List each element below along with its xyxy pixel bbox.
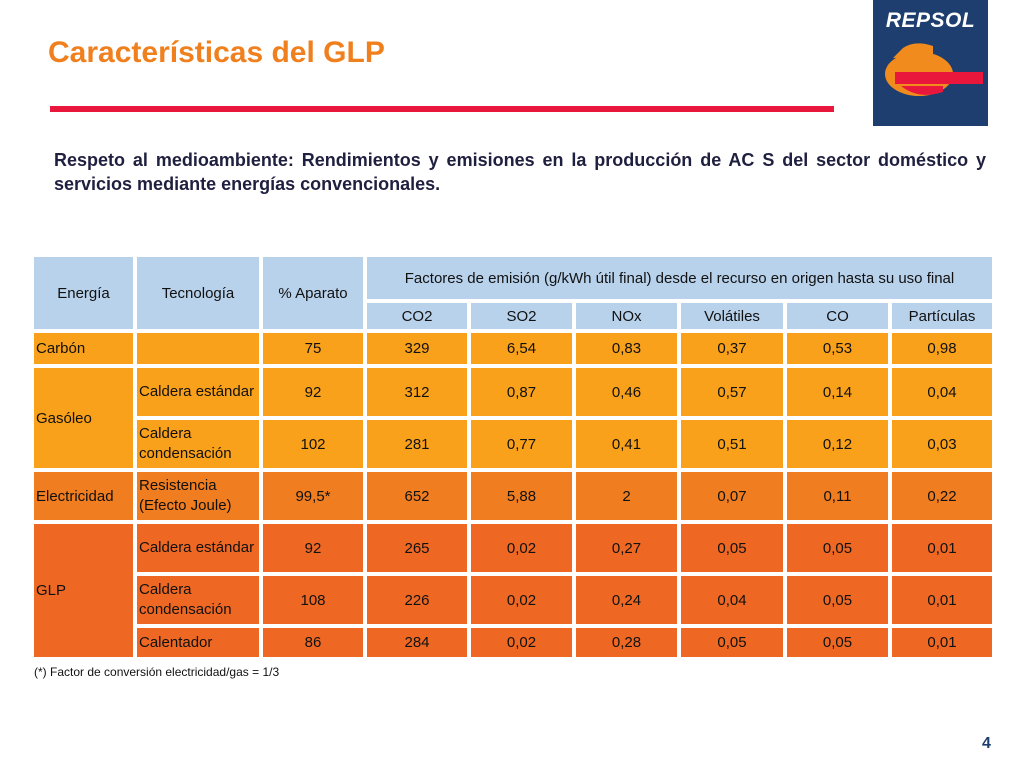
header-tecnologia: Tecnología	[137, 257, 259, 329]
technology-cell: Caldera estándar	[137, 368, 259, 416]
technology-cell: Caldera condensación	[137, 576, 259, 624]
slide-subtitle: Respeto al medioambiente: Rendimientos y…	[54, 150, 986, 194]
header-volatiles: Volátiles	[681, 303, 783, 329]
value-cell: 312	[367, 368, 467, 416]
value-cell: 0,05	[787, 524, 888, 572]
value-cell: 652	[367, 472, 467, 520]
value-cell: 0,05	[787, 628, 888, 657]
footnote: (*) Factor de conversión electricidad/ga…	[34, 665, 280, 679]
value-cell: 0,01	[892, 628, 992, 657]
value-cell: 0,51	[681, 420, 783, 468]
value-cell: 0,46	[576, 368, 677, 416]
table-row: Gasóleo Caldera estándar 92 312 0,87 0,4…	[34, 368, 992, 468]
slide-title: Características del GLP	[48, 36, 385, 69]
technology-cell	[137, 333, 259, 364]
value-cell: 2	[576, 472, 677, 520]
table-row: Carbón 75 329 6,54 0,83 0,37 0,53 0,98	[34, 333, 992, 364]
aparato-cell: 108	[263, 576, 363, 624]
value-cell: 329	[367, 333, 467, 364]
value-cell: 0,57	[681, 368, 783, 416]
header-co2: CO2	[367, 303, 467, 329]
page-number: 4	[982, 735, 991, 752]
energy-cell: Electricidad	[34, 472, 133, 520]
value-cell: 0,27	[576, 524, 677, 572]
value-cell: 0,01	[892, 524, 992, 572]
table-row: Calentador 86 284 0,02 0,28 0,05 0,05 0,…	[34, 628, 992, 657]
value-cell: 0,87	[471, 368, 572, 416]
value-cell: 0,14	[787, 368, 888, 416]
title-underline	[50, 106, 834, 112]
header-particulas: Partículas	[892, 303, 992, 329]
value-cell: 0,07	[681, 472, 783, 520]
value-cell: 0,03	[892, 420, 992, 468]
value-cell: 0,05	[787, 576, 888, 624]
repsol-emblem-icon	[885, 43, 983, 96]
value-cell: 0,02	[471, 524, 572, 572]
header-aparato: % Aparato	[263, 257, 363, 329]
header-nox: NOx	[576, 303, 677, 329]
aparato-cell: 86	[263, 628, 363, 657]
value-cell: 284	[367, 628, 467, 657]
value-cell: 0,77	[471, 420, 572, 468]
technology-cell: Resistencia (Efecto Joule)	[137, 472, 259, 520]
value-cell: 0,98	[892, 333, 992, 364]
aparato-cell: 102	[263, 420, 363, 468]
value-cell: 0,41	[576, 420, 677, 468]
value-cell: 0,11	[787, 472, 888, 520]
value-cell: 0,22	[892, 472, 992, 520]
table-row: Electricidad Resistencia (Efecto Joule) …	[34, 472, 992, 520]
aparato-cell: 75	[263, 333, 363, 364]
value-cell: 0,05	[681, 628, 783, 657]
header-co: CO	[787, 303, 888, 329]
value-cell: 0,12	[787, 420, 888, 468]
value-cell: 0,28	[576, 628, 677, 657]
technology-cell: Calentador	[137, 628, 259, 657]
value-cell: 0,01	[892, 576, 992, 624]
table-row: Caldera condensación 108 226 0,02 0,24 0…	[34, 576, 992, 624]
technology-cell: Caldera estándar	[137, 524, 259, 572]
aparato-cell: 92	[263, 368, 363, 416]
value-cell: 0,05	[681, 524, 783, 572]
value-cell: 0,04	[681, 576, 783, 624]
aparato-cell: 92	[263, 524, 363, 572]
value-cell: 5,88	[471, 472, 572, 520]
value-cell: 0,02	[471, 628, 572, 657]
value-cell: 0,04	[892, 368, 992, 416]
header-so2: SO2	[471, 303, 572, 329]
technology-cell: Caldera condensación	[137, 420, 259, 468]
energy-cell: Gasóleo	[34, 368, 133, 468]
value-cell: 0,24	[576, 576, 677, 624]
value-cell: 0,83	[576, 333, 677, 364]
value-cell: 226	[367, 576, 467, 624]
value-cell: 265	[367, 524, 467, 572]
header-energia: Energía	[34, 257, 133, 329]
energy-cell: GLP	[34, 524, 133, 657]
table-row: Caldera condensación 102 281 0,77 0,41 0…	[34, 420, 992, 468]
value-cell: 281	[367, 420, 467, 468]
repsol-logo: REPSOL	[873, 0, 988, 126]
value-cell: 0,37	[681, 333, 783, 364]
header-factores: Factores de emisión (g/kWh útil final) d…	[367, 257, 992, 299]
energy-cell: Carbón	[34, 333, 133, 364]
value-cell: 0,53	[787, 333, 888, 364]
value-cell: 0,02	[471, 576, 572, 624]
emissions-table: Energía Tecnología % Aparato Factores de…	[30, 253, 996, 661]
value-cell: 6,54	[471, 333, 572, 364]
aparato-cell: 99,5*	[263, 472, 363, 520]
table-row: GLP Caldera estándar 92 265 0,02 0,27 0,…	[34, 524, 992, 657]
logo-text: REPSOL	[885, 9, 976, 32]
